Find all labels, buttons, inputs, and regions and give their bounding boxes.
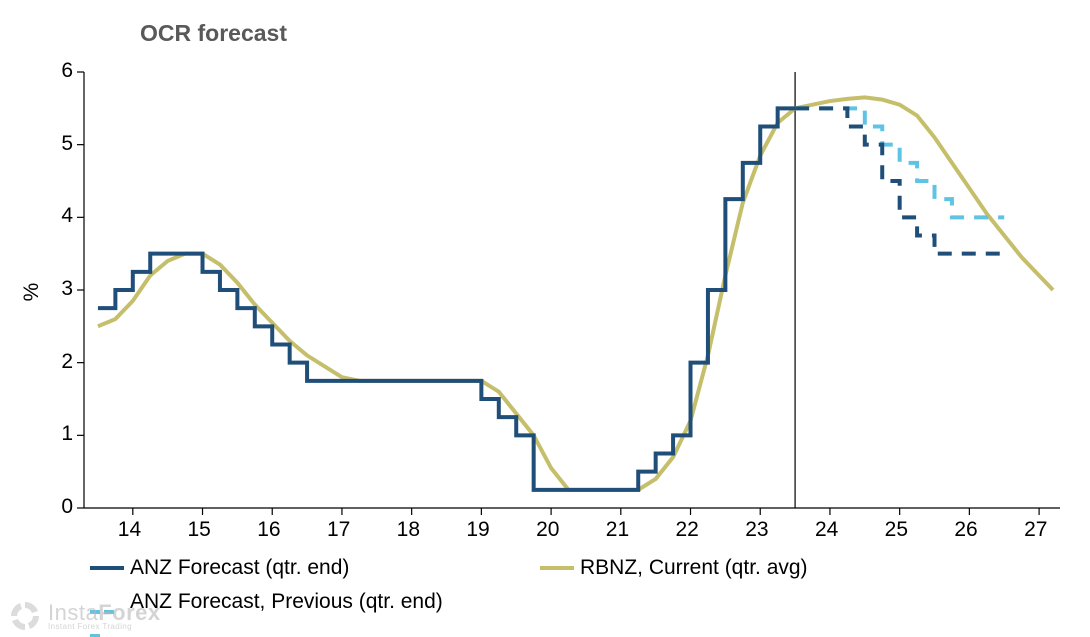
x-tick-label: 21	[606, 518, 629, 542]
y-tick-label: 5	[55, 132, 73, 156]
x-tick-label: 15	[188, 518, 211, 542]
y-tick-label: 6	[55, 59, 73, 83]
watermark-brand-1: Insta	[48, 600, 98, 625]
x-tick-label: 27	[1024, 518, 1047, 542]
x-tick-label: 25	[885, 518, 908, 542]
y-tick-label: 4	[55, 204, 73, 228]
y-tick-label: 2	[55, 350, 73, 374]
legend-label: ANZ Forecast, Previous (qtr. end)	[130, 590, 443, 614]
watermark-brand-2: Forex	[98, 600, 160, 625]
y-tick-label: 3	[55, 277, 73, 301]
legend-label: RBNZ, Current (qtr. avg)	[580, 556, 808, 580]
x-tick-label: 17	[327, 518, 350, 542]
y-tick-label: 1	[55, 422, 73, 446]
x-tick-label: 22	[676, 518, 699, 542]
x-tick-label: 20	[536, 518, 559, 542]
watermark: InstaForex Instant Forex Trading	[8, 599, 161, 633]
x-tick-label: 24	[815, 518, 838, 542]
x-tick-label: 16	[257, 518, 280, 542]
x-tick-label: 18	[397, 518, 420, 542]
legend-swatch	[90, 566, 124, 570]
legend-item: RBNZ, Current (qtr. avg)	[540, 556, 808, 580]
x-tick-label: 19	[466, 518, 489, 542]
x-tick-label: 23	[745, 518, 768, 542]
legend-item: ANZ Forecast (qtr. end)	[90, 556, 349, 580]
y-tick-label: 0	[55, 495, 73, 519]
x-tick-label: 14	[118, 518, 141, 542]
legend-swatch	[540, 566, 574, 570]
x-tick-label: 26	[954, 518, 977, 542]
legend-label: ANZ Forecast (qtr. end)	[130, 556, 349, 580]
instaforex-logo-icon	[8, 599, 42, 633]
